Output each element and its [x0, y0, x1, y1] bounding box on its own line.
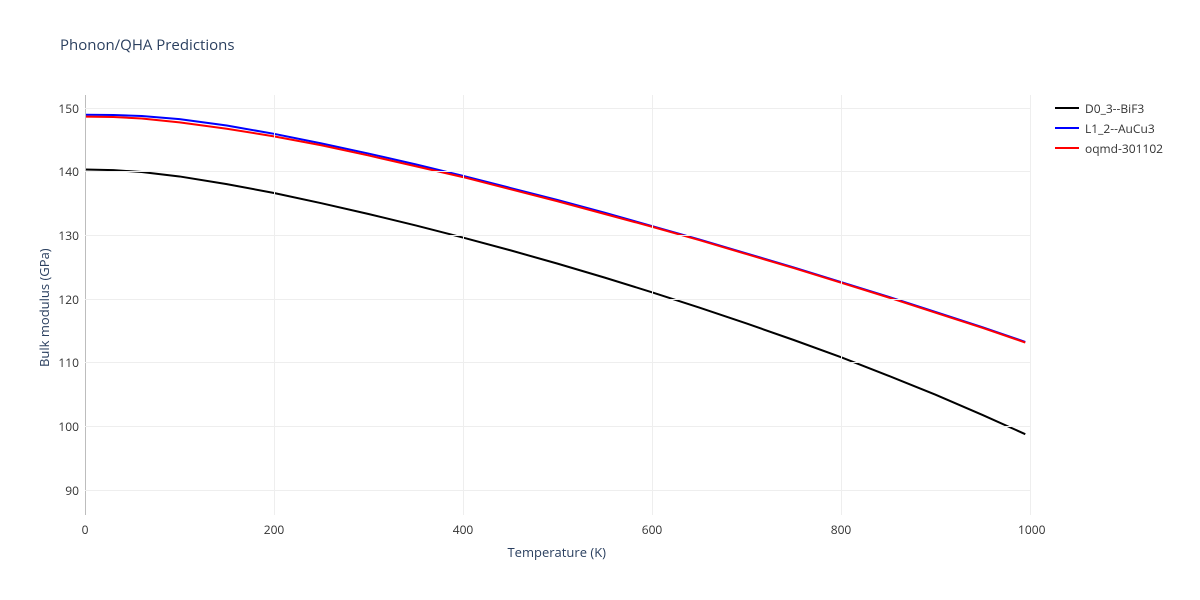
x-gridline — [274, 95, 275, 515]
y-tick-label: 100 — [58, 418, 79, 435]
x-tick-label: 200 — [262, 521, 286, 538]
series-line[interactable] — [85, 169, 1025, 434]
series-line[interactable] — [85, 117, 1025, 343]
legend-item[interactable]: L1_2--AuCu3 — [1055, 120, 1163, 136]
legend-swatch — [1055, 107, 1079, 109]
legend-swatch — [1055, 127, 1079, 129]
legend-label: L1_2--AuCu3 — [1085, 120, 1155, 137]
x-axis-label: Temperature (K) — [508, 543, 607, 561]
x-gridline — [652, 95, 653, 515]
x-gridline — [841, 95, 842, 515]
y-gridline — [85, 490, 1030, 491]
x-tick-label: 800 — [829, 521, 853, 538]
legend-label: oqmd-301102 — [1085, 140, 1163, 157]
x-tick-label: 0 — [73, 521, 97, 538]
x-gridline — [85, 95, 86, 515]
x-tick-label: 600 — [640, 521, 664, 538]
y-gridline — [85, 171, 1030, 172]
y-tick-label: 130 — [58, 227, 79, 244]
x-tick-label: 1000 — [1018, 521, 1042, 538]
y-tick-label: 120 — [58, 291, 79, 308]
y-tick-label: 90 — [65, 482, 79, 499]
legend-item[interactable]: oqmd-301102 — [1055, 140, 1163, 156]
legend-item[interactable]: D0_3--BiF3 — [1055, 100, 1163, 116]
y-gridline — [85, 235, 1030, 236]
legend: D0_3--BiF3 L1_2--AuCu3 oqmd-301102 — [1055, 100, 1163, 160]
y-gridline — [85, 362, 1030, 363]
x-gridline — [463, 95, 464, 515]
y-tick-label: 110 — [58, 354, 79, 371]
x-tick-label: 400 — [451, 521, 475, 538]
legend-label: D0_3--BiF3 — [1085, 100, 1144, 117]
y-gridline — [85, 426, 1030, 427]
y-gridline — [85, 299, 1030, 300]
series-line[interactable] — [85, 115, 1025, 342]
y-tick-label: 150 — [58, 100, 79, 117]
chart-lines-svg — [0, 0, 1200, 600]
y-gridline — [85, 108, 1030, 109]
x-gridline — [1030, 95, 1031, 515]
y-axis-label: Bulk modulus (GPa) — [35, 248, 53, 367]
y-tick-label: 140 — [58, 163, 79, 180]
legend-swatch — [1055, 147, 1079, 149]
